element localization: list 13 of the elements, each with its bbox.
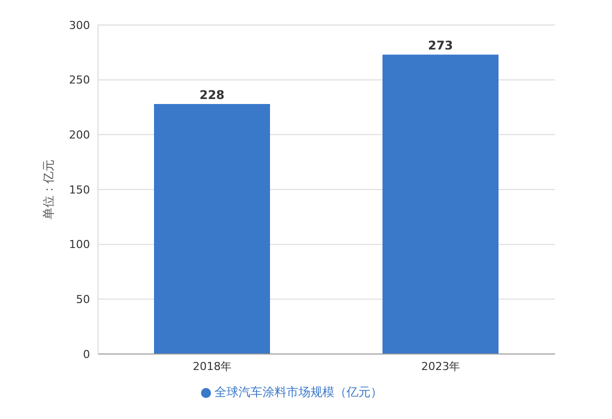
y-tick-label: 250 <box>69 74 90 87</box>
legend-label: 全球汽车涂料市场规模（亿元） <box>214 385 382 399</box>
y-tick-label: 300 <box>69 18 90 32</box>
y-axis-title: 单位：亿元 <box>41 160 56 220</box>
x-tick-label: 2018年 <box>192 360 232 373</box>
y-tick-label: 200 <box>69 128 90 142</box>
y-tick-label: 150 <box>69 183 90 196</box>
x-tick-label: 2023年 <box>421 360 460 373</box>
y-tick-label: 50 <box>76 293 90 306</box>
data-label: 228 <box>199 88 225 102</box>
y-tick-label: 0 <box>83 348 90 361</box>
data-label: 273 <box>428 38 454 53</box>
y-tick-label: 100 <box>69 238 90 252</box>
